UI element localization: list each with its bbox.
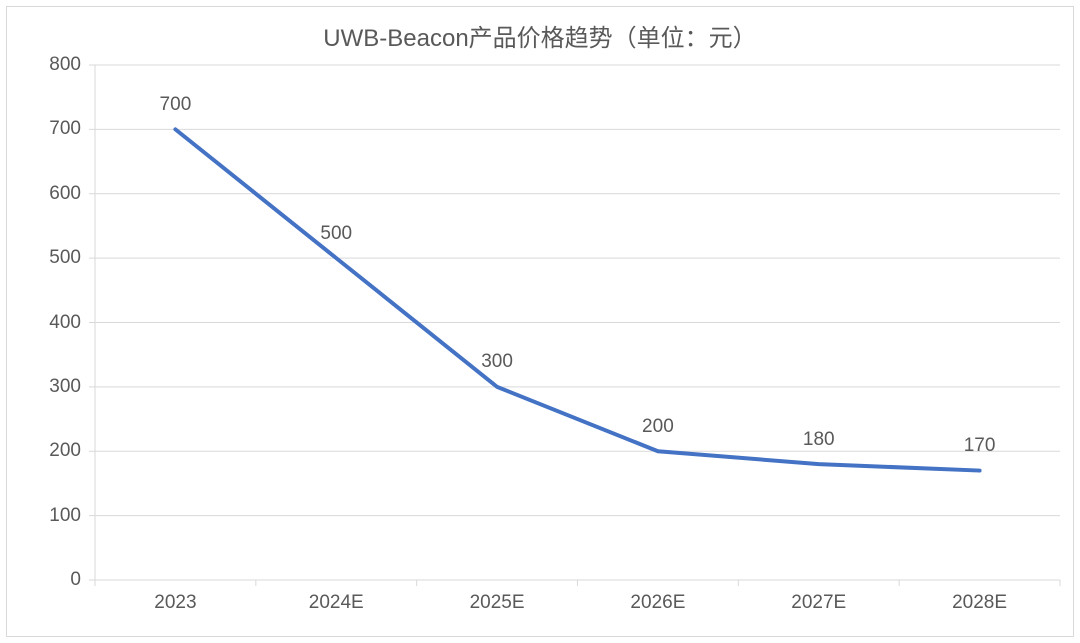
- y-tick-label: 800: [0, 54, 81, 76]
- series-line: [175, 129, 979, 470]
- x-tick-label: 2025E: [470, 592, 525, 614]
- y-tick-label: 100: [0, 505, 81, 527]
- y-tick-label: 200: [0, 440, 81, 462]
- data-label: 170: [964, 435, 996, 457]
- y-tick-label: 0: [0, 569, 81, 591]
- x-tick-label: 2028E: [952, 592, 1007, 614]
- y-tick-label: 600: [0, 183, 81, 205]
- x-tick-label: 2024E: [309, 592, 364, 614]
- data-label: 700: [160, 94, 192, 116]
- data-label: 500: [320, 223, 352, 245]
- data-label: 200: [642, 416, 674, 438]
- y-tick-label: 500: [0, 247, 81, 269]
- data-label: 180: [803, 429, 835, 451]
- x-tick-label: 2026E: [630, 592, 685, 614]
- y-tick-label: 700: [0, 118, 81, 140]
- x-tick-label: 2027E: [791, 592, 846, 614]
- y-tick-label: 400: [0, 312, 81, 334]
- data-label: 300: [481, 351, 513, 373]
- y-tick-label: 300: [0, 376, 81, 398]
- x-tick-label: 2023: [154, 592, 196, 614]
